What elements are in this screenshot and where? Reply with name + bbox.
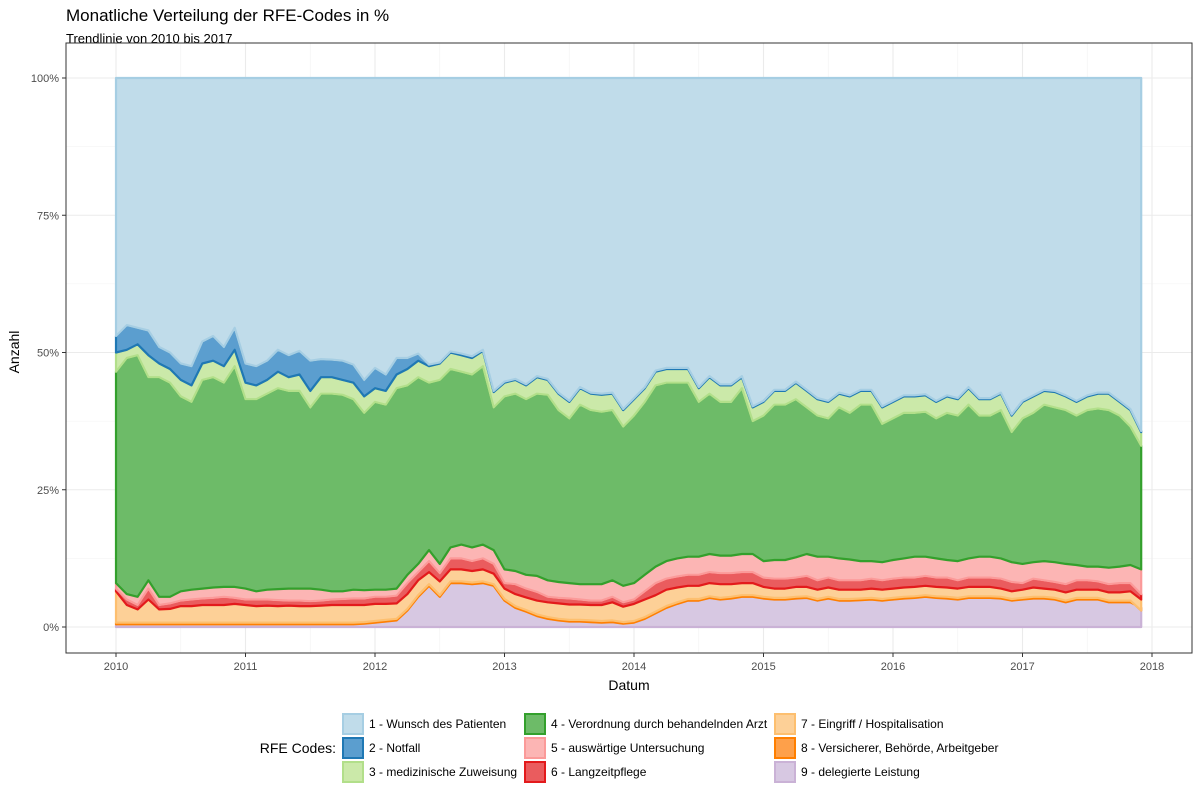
y-axis-title: Anzahl [6, 331, 22, 374]
x-axis: 2010 2011 2012 2013 2014 2015 2016 2017 2018 [104, 653, 1164, 673]
legend-label-3: 3 - medizinische Zuweisung [369, 765, 517, 779]
area-layers [114, 76, 1143, 629]
legend-label-2: 2 - Notfall [369, 741, 420, 755]
x-tick-label: 2014 [622, 661, 646, 673]
area-1 [114, 76, 1143, 433]
legend-key-9 [774, 761, 796, 783]
legend-label-1: 1 - Wunsch des Patienten [369, 717, 506, 731]
chart-title: Monatliche Verteilung der RFE-Codes in % [66, 6, 390, 25]
x-tick-label: 2012 [363, 661, 387, 673]
y-tick-label: 50% [37, 348, 59, 360]
legend-key-2 [342, 737, 364, 759]
legend-label-7: 7 - Eingriff / Hospitalisation [801, 717, 944, 731]
y-tick-label: 25% [37, 485, 59, 497]
legend-label-5: 5 - auswärtige Untersuchung [551, 741, 704, 755]
x-tick-label: 2017 [1010, 661, 1034, 673]
y-axis: 0% 25% 50% 75% 100% [31, 73, 66, 634]
legend-key-3 [342, 761, 364, 783]
x-tick-label: 2011 [234, 661, 258, 673]
y-tick-label: 75% [37, 210, 59, 222]
x-tick-label: 2015 [751, 661, 775, 673]
legend-title: RFE Codes: [260, 740, 336, 756]
legend-key-5 [524, 737, 546, 759]
x-tick-label: 2018 [1140, 661, 1164, 673]
x-tick-label: 2016 [881, 661, 905, 673]
legend-key-7 [774, 713, 796, 735]
chart-subtitle: Trendlinie von 2010 bis 2017 [66, 31, 233, 46]
legend-label-9: 9 - delegierte Leistung [801, 765, 920, 779]
x-tick-label: 2010 [104, 661, 128, 673]
x-tick-label: 2013 [492, 661, 516, 673]
legend-label-8: 8 - Versicherer, Behörde, Arbeitgeber [801, 741, 998, 755]
x-axis-title: Datum [608, 677, 649, 693]
y-tick-label: 0% [43, 622, 59, 634]
legend-key-6 [524, 761, 546, 783]
plot-panel-border [65, 42, 1193, 654]
legend: RFE Codes: 1 - Wunsch des Patienten 2 - No… [260, 713, 998, 783]
legend-key-1 [342, 713, 364, 735]
legend-key-8 [774, 737, 796, 759]
legend-label-6: 6 - Langzeitpflege [551, 765, 647, 779]
legend-label-4: 4 - Verordnung durch behandelnden Arzt [551, 717, 768, 731]
y-tick-label: 100% [31, 73, 59, 85]
legend-key-4 [524, 713, 546, 735]
